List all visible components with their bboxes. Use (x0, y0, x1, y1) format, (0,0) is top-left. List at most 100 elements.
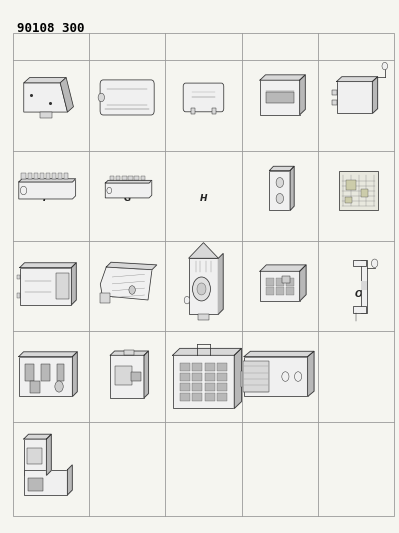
Polygon shape (260, 265, 306, 271)
Bar (361, 189, 369, 197)
Polygon shape (173, 349, 241, 356)
Text: L: L (124, 290, 130, 299)
Polygon shape (47, 434, 51, 475)
Polygon shape (260, 75, 305, 80)
Bar (217, 383, 227, 391)
Polygon shape (290, 166, 294, 211)
Text: P: P (42, 381, 49, 390)
Bar (140, 175, 145, 180)
Bar (34, 173, 38, 179)
Bar (192, 373, 202, 381)
Polygon shape (218, 254, 223, 314)
Bar (17, 274, 20, 279)
Bar (189, 259, 218, 314)
Bar (45, 173, 50, 179)
Bar (51, 173, 56, 179)
Polygon shape (73, 352, 77, 397)
Bar (180, 373, 190, 381)
Bar (205, 383, 215, 391)
Polygon shape (67, 465, 72, 495)
Text: E: E (356, 104, 361, 113)
Circle shape (382, 62, 387, 70)
Bar (25, 364, 34, 381)
Bar (241, 371, 246, 387)
Text: D: D (276, 104, 284, 113)
Bar (266, 287, 274, 295)
Polygon shape (234, 349, 241, 408)
Bar (345, 197, 352, 203)
Bar (269, 171, 290, 211)
Bar (260, 271, 300, 301)
Bar (346, 180, 356, 190)
Bar (115, 366, 132, 385)
Bar (243, 361, 269, 392)
Polygon shape (19, 179, 76, 182)
Bar (27, 448, 42, 464)
Bar (134, 175, 139, 180)
Bar (28, 173, 32, 179)
Circle shape (129, 286, 135, 294)
Bar (354, 306, 366, 313)
Polygon shape (19, 352, 77, 357)
Text: B: B (124, 104, 130, 113)
Circle shape (371, 259, 378, 268)
Bar (205, 373, 215, 381)
Bar (276, 287, 284, 295)
Bar (205, 393, 215, 401)
Polygon shape (105, 180, 152, 183)
Polygon shape (24, 83, 67, 112)
Bar (57, 364, 64, 381)
Text: G: G (123, 195, 131, 204)
Text: H: H (200, 195, 207, 204)
Circle shape (107, 187, 112, 193)
Bar (30, 381, 40, 393)
Polygon shape (20, 263, 76, 268)
Circle shape (98, 93, 105, 102)
Bar (19, 357, 73, 397)
Polygon shape (24, 434, 51, 439)
Bar (276, 278, 284, 286)
Text: M: M (199, 290, 208, 299)
Text: C: C (200, 104, 207, 113)
Text: T: T (43, 471, 49, 480)
Bar (24, 470, 67, 495)
Bar (191, 108, 195, 114)
Bar (100, 293, 110, 303)
Polygon shape (110, 351, 148, 356)
FancyBboxPatch shape (183, 83, 224, 112)
Bar (217, 363, 227, 371)
Bar (110, 175, 114, 180)
Polygon shape (19, 179, 76, 199)
Polygon shape (106, 262, 157, 270)
Bar (192, 363, 202, 371)
Text: O: O (355, 290, 362, 299)
Bar (266, 92, 294, 103)
Bar (339, 171, 378, 211)
Bar (40, 112, 51, 118)
Polygon shape (372, 77, 377, 114)
Bar (22, 173, 26, 179)
Bar (180, 393, 190, 401)
Text: A: A (42, 104, 49, 113)
Bar (64, 173, 68, 179)
Bar (17, 293, 20, 297)
Bar (110, 356, 144, 398)
Bar (128, 175, 133, 180)
Text: F: F (43, 195, 49, 204)
Bar (116, 175, 120, 180)
Bar (180, 363, 190, 371)
Circle shape (276, 177, 284, 188)
Polygon shape (337, 77, 377, 82)
Bar (212, 108, 216, 114)
Polygon shape (244, 351, 314, 357)
Text: K: K (42, 290, 49, 299)
Polygon shape (100, 267, 152, 300)
Bar (192, 383, 202, 391)
Circle shape (282, 372, 289, 381)
Bar (361, 281, 367, 290)
Bar (286, 278, 294, 286)
Bar (354, 260, 366, 266)
Text: R: R (200, 381, 207, 390)
Text: S: S (277, 381, 283, 390)
Polygon shape (300, 75, 305, 115)
